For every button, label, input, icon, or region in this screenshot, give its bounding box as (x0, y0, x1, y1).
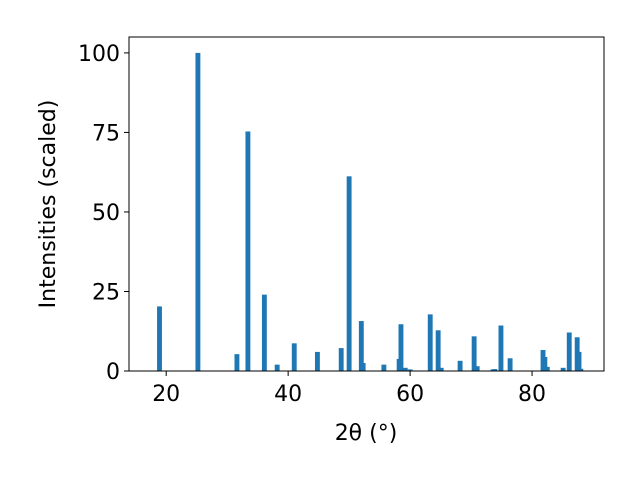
bar (407, 369, 413, 371)
bar (471, 336, 477, 371)
bar (492, 369, 498, 371)
bar (542, 357, 548, 371)
bar (566, 332, 572, 371)
bar (358, 321, 364, 371)
bar (398, 324, 404, 371)
bar (195, 52, 201, 372)
bar (346, 176, 352, 371)
x-tick-label: 40 (274, 382, 302, 407)
bar (381, 364, 387, 371)
bar (576, 351, 582, 371)
y-tick-label: 75 (92, 121, 120, 146)
y-tick-label: 0 (106, 360, 120, 385)
bar (438, 367, 444, 371)
bar (402, 367, 408, 371)
bar (314, 351, 320, 371)
bar (498, 325, 504, 371)
bar (338, 348, 344, 371)
bar (578, 368, 584, 371)
bar (544, 366, 550, 371)
bar (274, 364, 280, 371)
y-axis-label: Intensities (scaled) (36, 100, 61, 309)
y-tick-label: 50 (92, 201, 120, 226)
x-tick-label: 20 (152, 382, 180, 407)
bar (291, 343, 297, 371)
bar (474, 366, 480, 371)
bar (261, 294, 267, 371)
x-tick-label: 80 (518, 382, 546, 407)
y-tick-label: 25 (92, 280, 120, 305)
x-tick-label: 60 (396, 382, 424, 407)
bar (245, 131, 251, 371)
bar (360, 363, 366, 371)
bar (157, 306, 162, 371)
bar (427, 314, 433, 371)
bar (507, 358, 513, 371)
bar (234, 354, 240, 371)
plot-frame (128, 36, 605, 372)
bar (457, 360, 463, 371)
x-axis-label: 2θ (°) (335, 421, 398, 446)
y-tick-label: 100 (78, 42, 120, 67)
bar (560, 367, 566, 371)
bar (435, 330, 441, 371)
